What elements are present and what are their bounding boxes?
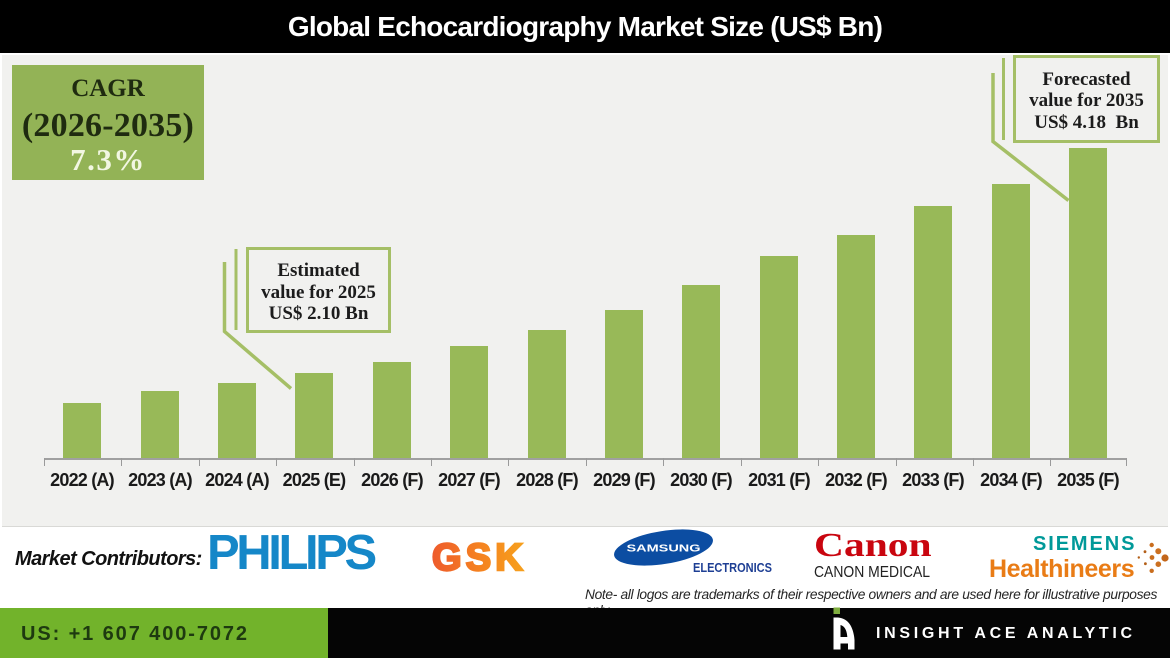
svg-text:GSK: GSK <box>432 537 527 578</box>
svg-text:ELECTRONICS: ELECTRONICS <box>693 560 772 575</box>
svg-text:SAMSUNG: SAMSUNG <box>627 543 701 555</box>
